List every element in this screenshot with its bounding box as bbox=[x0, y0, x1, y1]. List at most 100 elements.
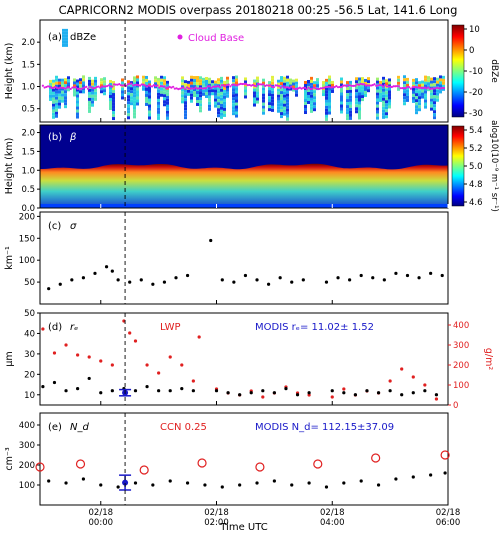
ytick-label: 0.5 bbox=[21, 105, 35, 115]
radar-cell bbox=[211, 92, 214, 96]
radar-cell bbox=[160, 75, 163, 79]
radar-cell bbox=[112, 96, 115, 100]
panel-e-ccn-circles bbox=[35, 450, 450, 475]
cloud-base-point bbox=[408, 86, 411, 89]
radar-cell bbox=[91, 94, 94, 98]
radar-cell bbox=[235, 102, 238, 106]
radar-cell bbox=[79, 81, 82, 85]
radar-cell bbox=[358, 95, 361, 99]
panel-b-colorbar-ticks: 5.4 5.2 5.0 4.8 4.6 bbox=[464, 126, 483, 208]
radar-cell bbox=[268, 105, 271, 109]
cloud-base-point bbox=[88, 85, 91, 88]
lwp-point bbox=[87, 355, 91, 359]
radar-cell bbox=[364, 87, 367, 91]
radar-cell bbox=[355, 107, 358, 111]
radar-cell bbox=[190, 78, 193, 82]
cloud-base-point bbox=[361, 83, 364, 86]
cloud-base-point bbox=[79, 87, 83, 90]
cloud-base-point bbox=[257, 82, 260, 86]
cloud-base-point bbox=[165, 87, 168, 90]
cloud-base-point bbox=[125, 84, 128, 87]
radar-cell bbox=[433, 116, 436, 120]
radar-cell bbox=[130, 93, 133, 97]
panel-d-label: (d) bbox=[48, 322, 62, 333]
sigma-point bbox=[162, 280, 167, 284]
radar-cell bbox=[64, 81, 67, 85]
radar-cell bbox=[283, 88, 286, 92]
radar-cell bbox=[433, 77, 436, 81]
radar-cell bbox=[286, 105, 289, 109]
radar-cell bbox=[349, 98, 352, 102]
radar-cell bbox=[193, 76, 196, 80]
cloud-base-point bbox=[336, 86, 340, 89]
cloud-base-point bbox=[397, 85, 400, 88]
cloud-base-point bbox=[159, 85, 163, 88]
radar-cell bbox=[436, 92, 439, 96]
radar-cell bbox=[226, 79, 229, 83]
cloud-base-point bbox=[342, 84, 345, 87]
panel-e-label: (e) bbox=[48, 422, 62, 433]
cloud-base-point bbox=[52, 86, 55, 89]
sigma-point bbox=[290, 280, 294, 284]
nd-point bbox=[220, 485, 224, 489]
panel-a-colorbar bbox=[451, 24, 465, 118]
cloud-base-point bbox=[416, 86, 420, 89]
radar-cell bbox=[145, 102, 148, 106]
radar-cell bbox=[109, 94, 112, 98]
sigma-point bbox=[324, 280, 329, 284]
radar-cell bbox=[286, 99, 289, 103]
lwp-point bbox=[145, 363, 149, 367]
radar-cell bbox=[100, 78, 103, 82]
radar-cell bbox=[232, 85, 235, 89]
xtick-label-date: 02/18 bbox=[320, 508, 345, 518]
radar-cell bbox=[190, 87, 193, 91]
panel-d-ylabel-right: g/m² bbox=[483, 348, 494, 370]
radar-cell bbox=[232, 106, 235, 110]
sigma-point bbox=[139, 278, 143, 282]
panel-d-re-points bbox=[41, 376, 439, 397]
sigma-point bbox=[243, 273, 248, 278]
cloud-base-point bbox=[272, 85, 275, 89]
nd-point bbox=[411, 475, 415, 479]
cloud-base-point bbox=[151, 85, 154, 88]
radar-cell bbox=[277, 97, 280, 101]
radar-cell bbox=[433, 101, 436, 105]
cloud-base-point bbox=[258, 83, 262, 86]
radar-cell bbox=[88, 103, 91, 107]
panel-b-colorbar bbox=[451, 125, 465, 207]
radar-cell bbox=[136, 96, 139, 100]
radar-cell bbox=[157, 113, 160, 117]
cloud-base-point bbox=[142, 83, 145, 86]
cloud-base-point bbox=[60, 86, 64, 89]
radar-cell bbox=[403, 93, 406, 97]
radar-cell bbox=[76, 106, 79, 110]
radar-cell bbox=[121, 96, 124, 100]
radar-cell bbox=[433, 104, 436, 108]
radar-cell bbox=[349, 89, 352, 93]
radar-cell bbox=[325, 93, 328, 97]
radar-cell bbox=[166, 113, 169, 117]
radar-cell bbox=[199, 106, 202, 110]
radar-cell bbox=[415, 81, 418, 85]
radar-cell bbox=[244, 77, 247, 81]
radar-cell bbox=[436, 80, 439, 84]
radar-cell bbox=[223, 80, 226, 84]
nd-point bbox=[443, 471, 447, 475]
radar-cell bbox=[295, 93, 298, 97]
cloud-base-point bbox=[203, 87, 206, 90]
sigma-point bbox=[128, 280, 132, 284]
radar-cell bbox=[166, 83, 169, 87]
cloud-base-point bbox=[78, 87, 81, 90]
radar-cell bbox=[184, 113, 187, 117]
radar-cell bbox=[361, 89, 364, 93]
radar-cell bbox=[403, 96, 406, 100]
radar-cell bbox=[61, 84, 64, 88]
cloud-base-point bbox=[255, 84, 258, 88]
radar-cell bbox=[313, 108, 316, 112]
radar-cell bbox=[223, 89, 226, 93]
radar-cell bbox=[163, 100, 166, 104]
radar-cell bbox=[121, 78, 124, 82]
radar-cell bbox=[61, 93, 64, 97]
cloud-base-point bbox=[335, 84, 338, 88]
cloud-base-point bbox=[441, 86, 444, 90]
